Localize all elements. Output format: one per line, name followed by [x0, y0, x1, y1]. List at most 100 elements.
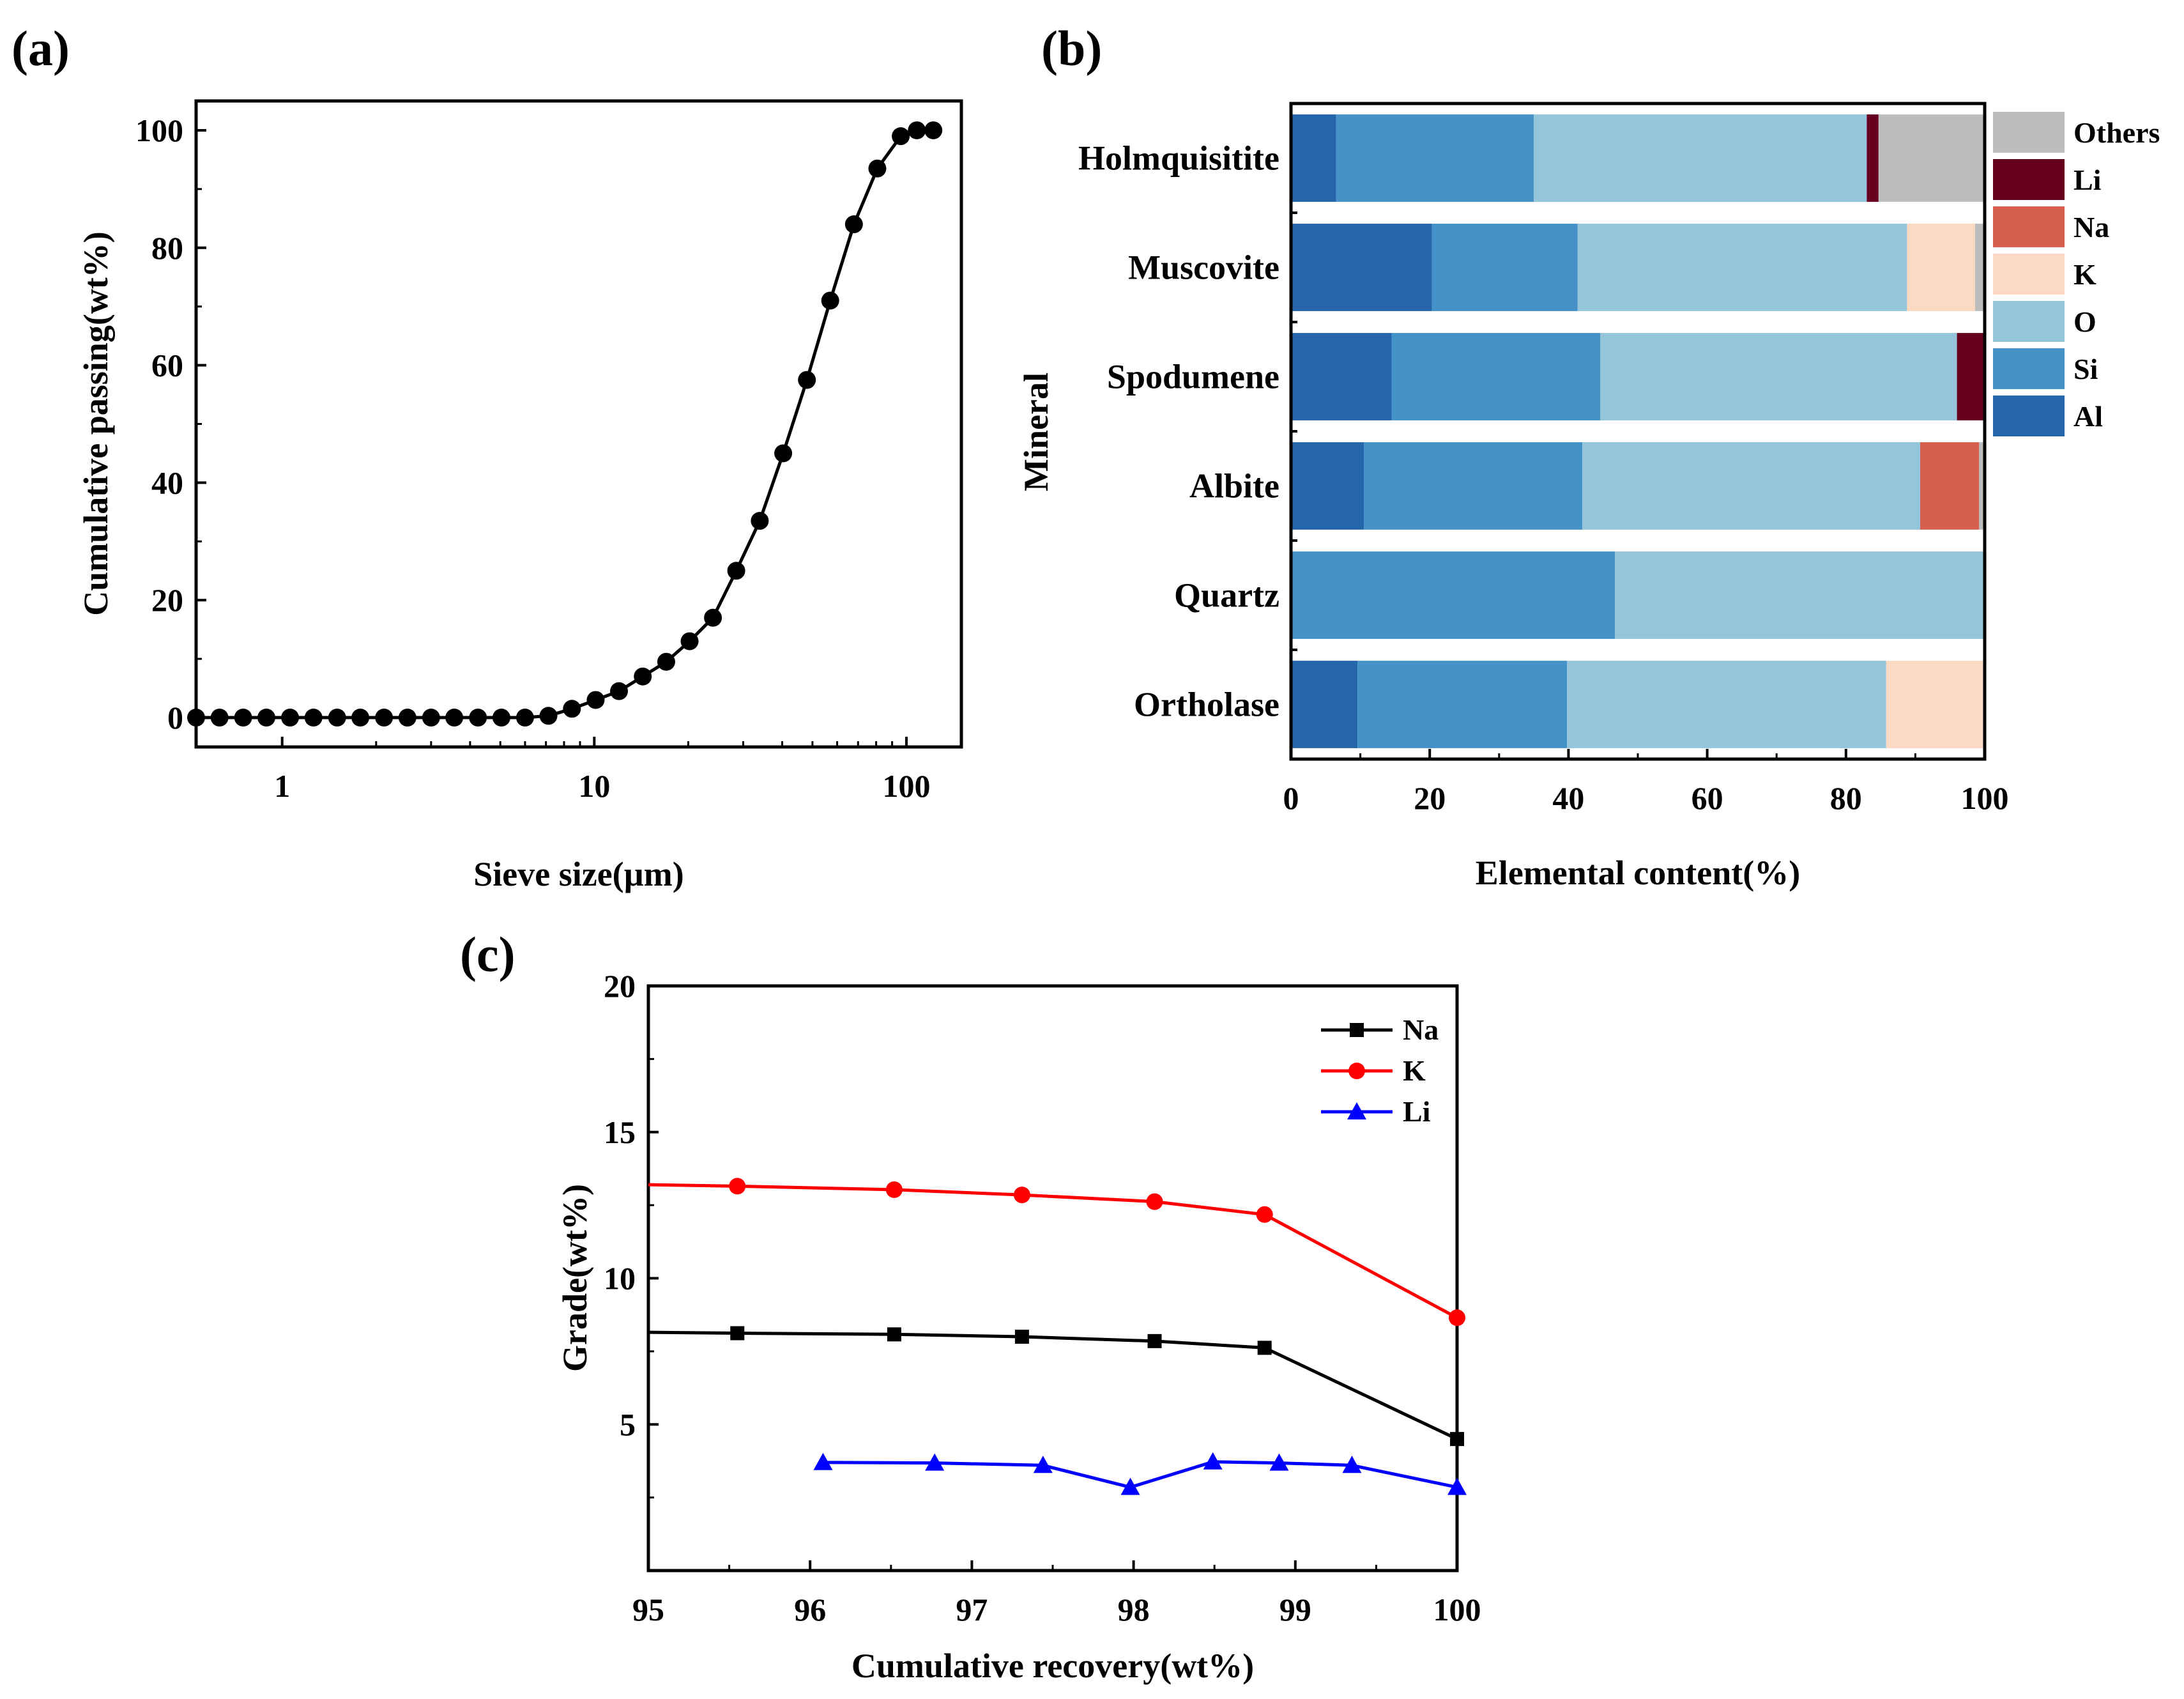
- chart-a-y-tick-label: 0: [167, 700, 183, 735]
- chart-a-x-tick-label: 10: [578, 768, 610, 804]
- chart-c-point-na: [1014, 1330, 1029, 1344]
- chart-c-point-li: [1033, 1456, 1053, 1473]
- chart-c-x-tick-label: 95: [632, 1592, 664, 1627]
- chart-b-bar-albite-o: [1582, 442, 1921, 530]
- chart-a-data-point: [892, 127, 910, 146]
- chart-a-data-point: [563, 700, 581, 718]
- chart-c-y-tick-label: 15: [604, 1114, 636, 1150]
- chart-a-y-tick-label: 40: [151, 465, 183, 500]
- chart-b-legend-label-li: Li: [2073, 164, 2102, 196]
- chart-b-bar-spodumene-li: [1957, 333, 1985, 420]
- chart-b-legend-label-si: Si: [2073, 353, 2098, 385]
- chart-a-data-point: [398, 709, 416, 727]
- chart-b-category-label: Ortholase: [1134, 686, 1279, 724]
- chart-a-data-point: [445, 709, 464, 727]
- chart-a-x-tick-label: 1: [274, 768, 290, 804]
- chart-c-series-line-na: [648, 1330, 1458, 1441]
- chart-b-x-axis-label: Elemental content(%): [1476, 854, 1800, 892]
- chart-b-category-label: Albite: [1189, 467, 1279, 505]
- chart-b-bar-muscovite-o: [1577, 224, 1907, 311]
- chart-b-bar-albite-others: [1979, 442, 1985, 530]
- chart-b-legend-label-o: O: [2073, 305, 2096, 338]
- panel-label-a: (a): [11, 20, 70, 76]
- chart-a-data-point: [821, 291, 839, 310]
- chart-b-legend-swatch-si: [1993, 348, 2065, 389]
- chart-b-legend-swatch-o: [1993, 301, 2065, 342]
- chart-b-bar-ortholase-si: [1357, 661, 1568, 748]
- chart-c-legend-label-na: Na: [1403, 1013, 1439, 1046]
- chart-c-point-li: [813, 1452, 833, 1470]
- chart-b-bar-albite-al: [1291, 442, 1364, 530]
- chart-a-y-tick-label: 80: [151, 230, 183, 266]
- chart-a-x-axis-label: Sieve size(µm): [473, 855, 683, 893]
- chart-b-category-label: Spodumene: [1107, 358, 1279, 396]
- chart-b-bar-holmquisitite-si: [1336, 114, 1534, 202]
- chart-c-y-tick-label: 5: [620, 1406, 636, 1442]
- chart-c-series-line-k: [648, 1183, 1458, 1319]
- panel-label-b: (b): [1041, 20, 1102, 76]
- chart-b-bar-spodumene-al: [1291, 333, 1392, 420]
- chart-b-bar-ortholase-o: [1567, 661, 1886, 748]
- chart-a-data-point: [798, 371, 816, 389]
- chart-b-category-label: Holmquisitite: [1078, 139, 1279, 178]
- chart-c-point-li: [1203, 1452, 1223, 1470]
- chart-a-y-tick-label: 60: [151, 348, 183, 383]
- chart-b-bar-quartz-o: [1615, 551, 1985, 639]
- panel-label-c: (c): [460, 926, 515, 982]
- chart-b-x-tick-label: 60: [1691, 780, 1723, 816]
- chart-b-legend-swatch-others: [1993, 112, 2065, 153]
- chart-b-x-tick-label: 20: [1414, 780, 1446, 816]
- chart-c-y-tick-label: 20: [604, 968, 636, 1004]
- chart-a-data-point: [257, 709, 275, 727]
- chart-b-legend-label-al: Al: [2073, 400, 2103, 433]
- chart-b-bar-spodumene-si: [1391, 333, 1601, 420]
- chart-c-point-k: [1256, 1206, 1273, 1223]
- chart-a-data-point: [351, 709, 370, 727]
- chart-a-data-point: [727, 562, 745, 580]
- chart-b-bar-albite-na: [1920, 442, 1980, 530]
- chart-a-cumulative-passing: 1 10 100 0 20 40 60 80 100 Sieve size(µm) Cumula…: [77, 99, 963, 893]
- chart-b-x-tick-label: 0: [1283, 780, 1299, 816]
- chart-c-point-k: [729, 1178, 746, 1195]
- chart-c-legend-label-k: K: [1403, 1054, 1426, 1087]
- chart-c-x-tick-label: 97: [956, 1592, 988, 1627]
- chart-a-data-point: [680, 632, 699, 650]
- chart-b-legend-label-na: Na: [2073, 211, 2109, 243]
- chart-c-legend-marker-na: [1350, 1023, 1364, 1037]
- chart-a-data-point: [924, 121, 943, 139]
- chart-a-data-point: [751, 512, 769, 530]
- chart-a-series-line: [196, 128, 934, 719]
- chart-b-legend-label-k: K: [2073, 258, 2096, 291]
- chart-a-y-tick-label: 20: [151, 582, 183, 618]
- chart-c-point-li: [925, 1453, 945, 1471]
- chart-a-data-point: [586, 691, 605, 709]
- chart-c-x-tick-label: 98: [1118, 1592, 1150, 1627]
- chart-c-x-tick-label: 99: [1279, 1592, 1311, 1627]
- chart-c-legend-marker-li: [1347, 1102, 1366, 1119]
- chart-c-point-k: [1449, 1309, 1465, 1326]
- chart-a-data-point: [304, 709, 323, 727]
- chart-c-grade-vs-recovery: 95 96 97 98 99 100 5 10 15 20 Na K Li Cumulative re…: [556, 968, 1481, 1685]
- chart-c-point-na: [730, 1326, 745, 1341]
- chart-a-y-tick-label: 100: [135, 112, 183, 148]
- chart-a-data-point: [539, 707, 558, 725]
- chart-c-point-k: [1146, 1193, 1163, 1210]
- chart-b-x-tick-label: 40: [1552, 780, 1584, 816]
- chart-b-bar-ortholase-al: [1291, 661, 1358, 748]
- chart-a-data-point: [657, 652, 675, 671]
- chart-b-legend-swatch-li: [1993, 159, 2065, 200]
- chart-b-category-label: Quartz: [1174, 576, 1279, 615]
- chart-b-bar-muscovite-others: [1974, 224, 1985, 311]
- chart-b-bar-ortholase-k: [1886, 661, 1985, 748]
- chart-b-category-label: Muscovite: [1128, 249, 1279, 287]
- chart-b-y-axis-label: Mineral: [1017, 373, 1055, 491]
- chart-c-point-k: [885, 1181, 903, 1198]
- chart-a-data-point: [492, 709, 510, 727]
- chart-a-frame: [194, 99, 963, 749]
- chart-c-point-na: [1257, 1341, 1272, 1355]
- chart-c-point-k: [1013, 1187, 1030, 1204]
- chart-b-bar-holmquisitite-others: [1878, 114, 1985, 202]
- chart-b-legend-label-others: Others: [2073, 116, 2160, 149]
- chart-c-series-line-li: [823, 1460, 1458, 1489]
